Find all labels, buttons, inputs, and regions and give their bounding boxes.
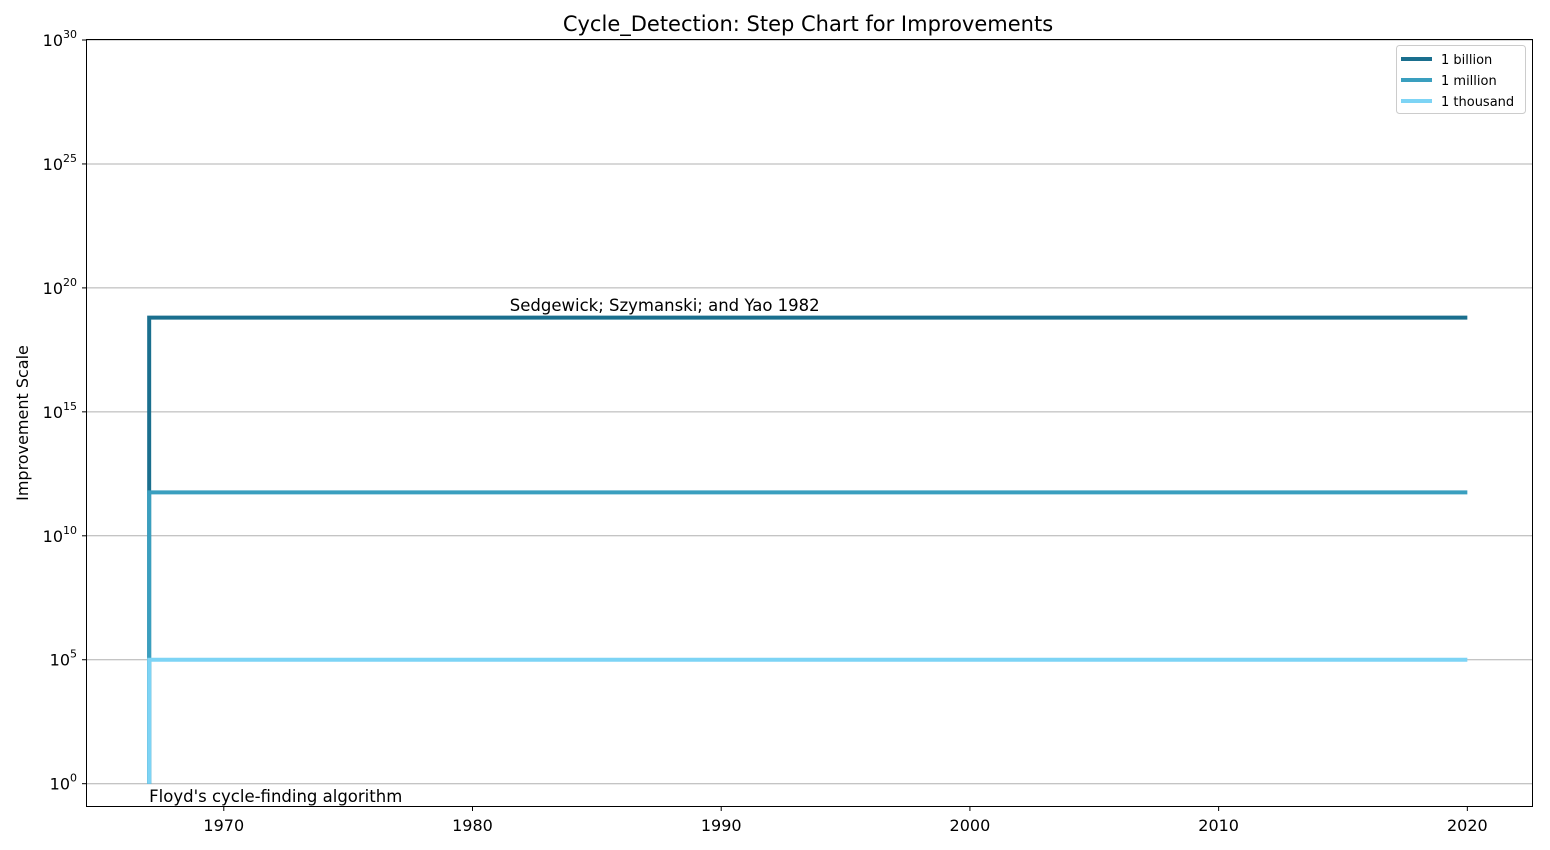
plot-area <box>86 39 1533 807</box>
y-axis-label: Improvement Scale <box>13 345 32 501</box>
x-tick-label: 1990 <box>701 816 742 835</box>
legend-box <box>1396 45 1526 114</box>
x-tick-label: 1970 <box>203 816 244 835</box>
y-tick-label: 1025 <box>43 152 77 174</box>
x-tick-label: 2000 <box>950 816 991 835</box>
x-axis: 1970 1980 1990 2000 2010 2020 <box>203 806 1488 835</box>
grid-lines <box>87 39 1532 785</box>
series-lines <box>147 315 1468 784</box>
y-tick-label: 1030 <box>43 28 77 50</box>
series-line <box>147 315 1468 784</box>
chart-title: Cycle_Detection: Step Chart for Improvem… <box>563 12 1053 37</box>
x-tick-label: 2020 <box>1447 816 1488 835</box>
y-tick-label: 100 <box>50 772 77 794</box>
legend: 1 billion 1 million 1 thousand <box>1396 45 1526 114</box>
y-tick-label: 1010 <box>43 524 77 546</box>
y-tick-label: 1020 <box>43 276 77 298</box>
y-axis: 100 105 1010 1015 1020 1025 1030 <box>43 28 87 794</box>
annotation-label: Sedgewick; Szymanski; and Yao 1982 <box>510 296 820 315</box>
legend-label: 1 billion <box>1441 53 1492 68</box>
x-tick-label: 1980 <box>452 816 493 835</box>
annotations: Sedgewick; Szymanski; and Yao 1982 Floyd'… <box>149 296 819 806</box>
series-line <box>147 657 1468 784</box>
x-tick-label: 2010 <box>1198 816 1239 835</box>
legend-label: 1 thousand <box>1441 95 1514 110</box>
y-tick-label: 105 <box>50 648 77 670</box>
annotation-label: Floyd's cycle-finding algorithm <box>149 787 402 806</box>
y-tick-label: 1015 <box>43 400 77 422</box>
legend-label: 1 million <box>1441 74 1497 89</box>
